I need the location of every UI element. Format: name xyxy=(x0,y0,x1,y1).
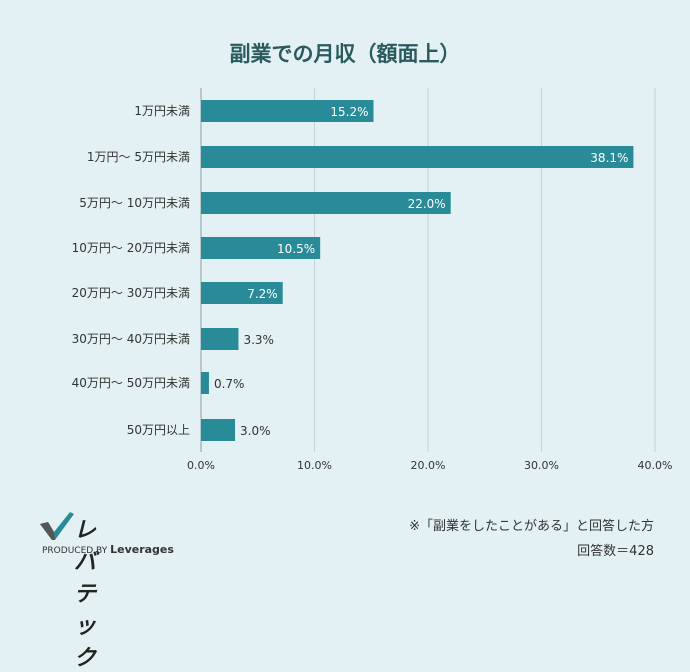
bar xyxy=(201,328,239,350)
category-label: 30万円〜 40万円未満 xyxy=(72,332,190,346)
category-label: 50万円以上 xyxy=(127,423,190,437)
x-tick-label: 30.0% xyxy=(524,459,559,472)
bar xyxy=(201,372,209,394)
category-label: 40万円〜 50万円未満 xyxy=(72,376,190,390)
bar xyxy=(201,100,374,122)
x-tick-label: 0.0% xyxy=(187,459,215,472)
data-label: 7.2% xyxy=(247,287,278,301)
x-tick-label: 10.0% xyxy=(297,459,332,472)
chart-title: 副業での月収（額面上） xyxy=(229,42,461,66)
response-count: 回答数＝428 xyxy=(577,544,654,559)
data-label: 22.0% xyxy=(408,197,446,211)
logo-text: レバテック xyxy=(74,518,96,671)
checkmark-logo-icon xyxy=(40,512,74,540)
bar xyxy=(201,146,634,168)
data-label: 10.5% xyxy=(277,242,315,256)
bar-chart: 0.0% 10.0% 20.0% 30.0% 40.0% 1万円未満 15.2% 1万円〜 5… xyxy=(72,88,673,472)
bar xyxy=(201,192,451,214)
bar xyxy=(201,419,236,441)
category-label: 1万円未満 xyxy=(134,104,190,118)
data-label: 3.3% xyxy=(243,333,274,347)
footnote: ※「副業をしたことがある」と回答した方 xyxy=(409,519,654,534)
category-label: 20万円〜 30万円未満 xyxy=(72,286,190,300)
bar xyxy=(201,282,283,304)
category-label: 10万円〜 20万円未満 xyxy=(72,241,190,255)
logo-subtitle: PRODUCED BY Leverages xyxy=(42,543,174,556)
data-label: 0.7% xyxy=(214,377,245,391)
data-label: 38.1% xyxy=(590,151,628,165)
category-label: 5万円〜 10万円未満 xyxy=(79,196,190,210)
bar xyxy=(201,237,321,259)
data-label: 15.2% xyxy=(330,105,368,119)
data-label: 3.0% xyxy=(240,424,270,438)
category-label: 1万円〜 5万円未満 xyxy=(87,150,190,164)
x-tick-label: 40.0% xyxy=(638,459,673,472)
x-tick-label: 20.0% xyxy=(411,459,446,472)
